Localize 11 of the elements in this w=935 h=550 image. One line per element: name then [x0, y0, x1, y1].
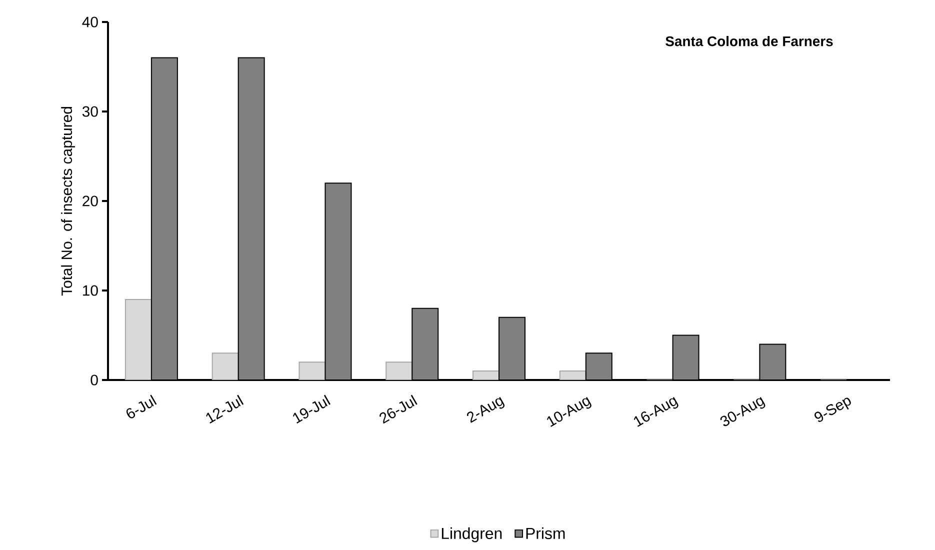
y-tick-label: 0 — [90, 374, 98, 386]
x-tick-label: 9-Sep — [814, 398, 851, 422]
y-tick-label: 40 — [82, 16, 98, 28]
legend-label: Prism — [526, 527, 565, 540]
legend-label: Lindgren — [442, 527, 502, 542]
x-tick-label: 6-Jul — [126, 394, 157, 418]
text: Santa Coloma de Farners — [666, 36, 833, 46]
y-tick-label: 30 — [82, 106, 98, 117]
y-tick-label: 20 — [82, 196, 98, 206]
y-tick-label: 10 — [83, 285, 98, 296]
y-axis-title: Total No. of insects captured — [61, 107, 76, 296]
